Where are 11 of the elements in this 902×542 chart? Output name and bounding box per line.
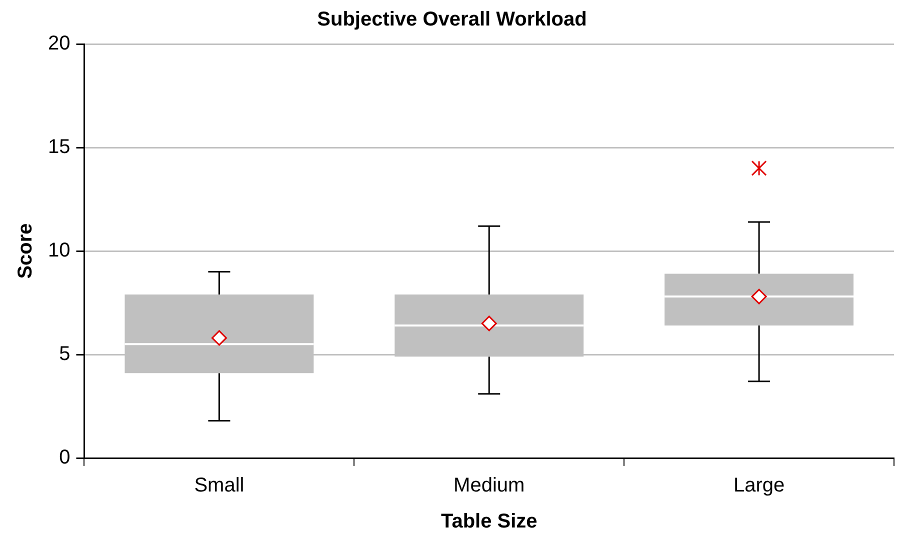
y-tick-label: 15 bbox=[48, 136, 70, 158]
chart-title: Subjective Overall Workload bbox=[317, 8, 587, 31]
y-tick-label: 0 bbox=[59, 446, 70, 469]
x-tick-label: Small bbox=[194, 474, 244, 497]
x-tick-label: Medium bbox=[454, 474, 525, 497]
y-axis-title: Score bbox=[14, 223, 37, 279]
y-tick-label: 20 bbox=[48, 32, 70, 55]
x-axis-title: Table Size bbox=[440, 510, 538, 533]
y-tick-label: 10 bbox=[48, 240, 70, 262]
y-tick-label: 5 bbox=[59, 343, 70, 366]
x-tick-label: Large bbox=[733, 474, 785, 497]
